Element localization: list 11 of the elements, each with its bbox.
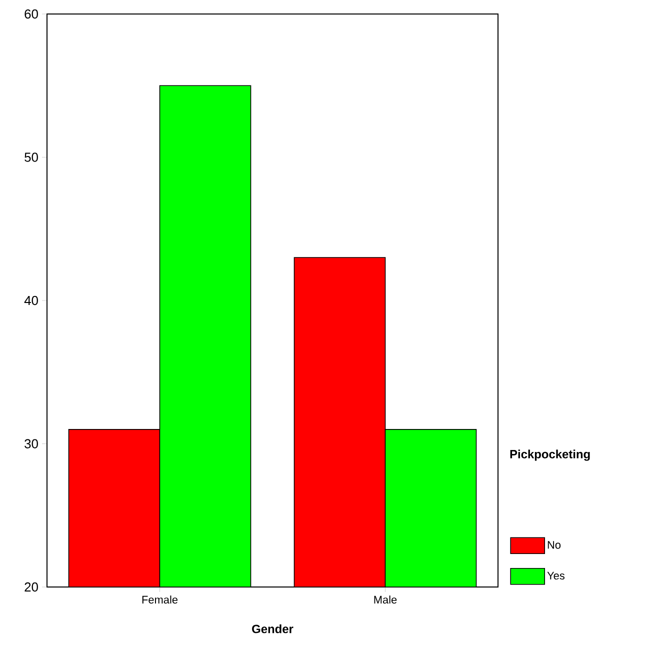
- y-tick-label: 50: [24, 152, 38, 162]
- y-tick-label: 30: [24, 439, 38, 448]
- y-tick-label: 20: [24, 582, 38, 592]
- y-tick-label: 60: [24, 9, 38, 19]
- y-tick-label: 40: [24, 296, 38, 306]
- x-tick-label: Female: [142, 596, 178, 604]
- legend-title: Pickpocketing: [510, 450, 590, 461]
- x-tick-label: Male: [374, 596, 397, 604]
- legend-label: Yes: [547, 572, 564, 580]
- x-axis-title: Gender: [252, 624, 294, 634]
- legend-label: No: [548, 541, 561, 549]
